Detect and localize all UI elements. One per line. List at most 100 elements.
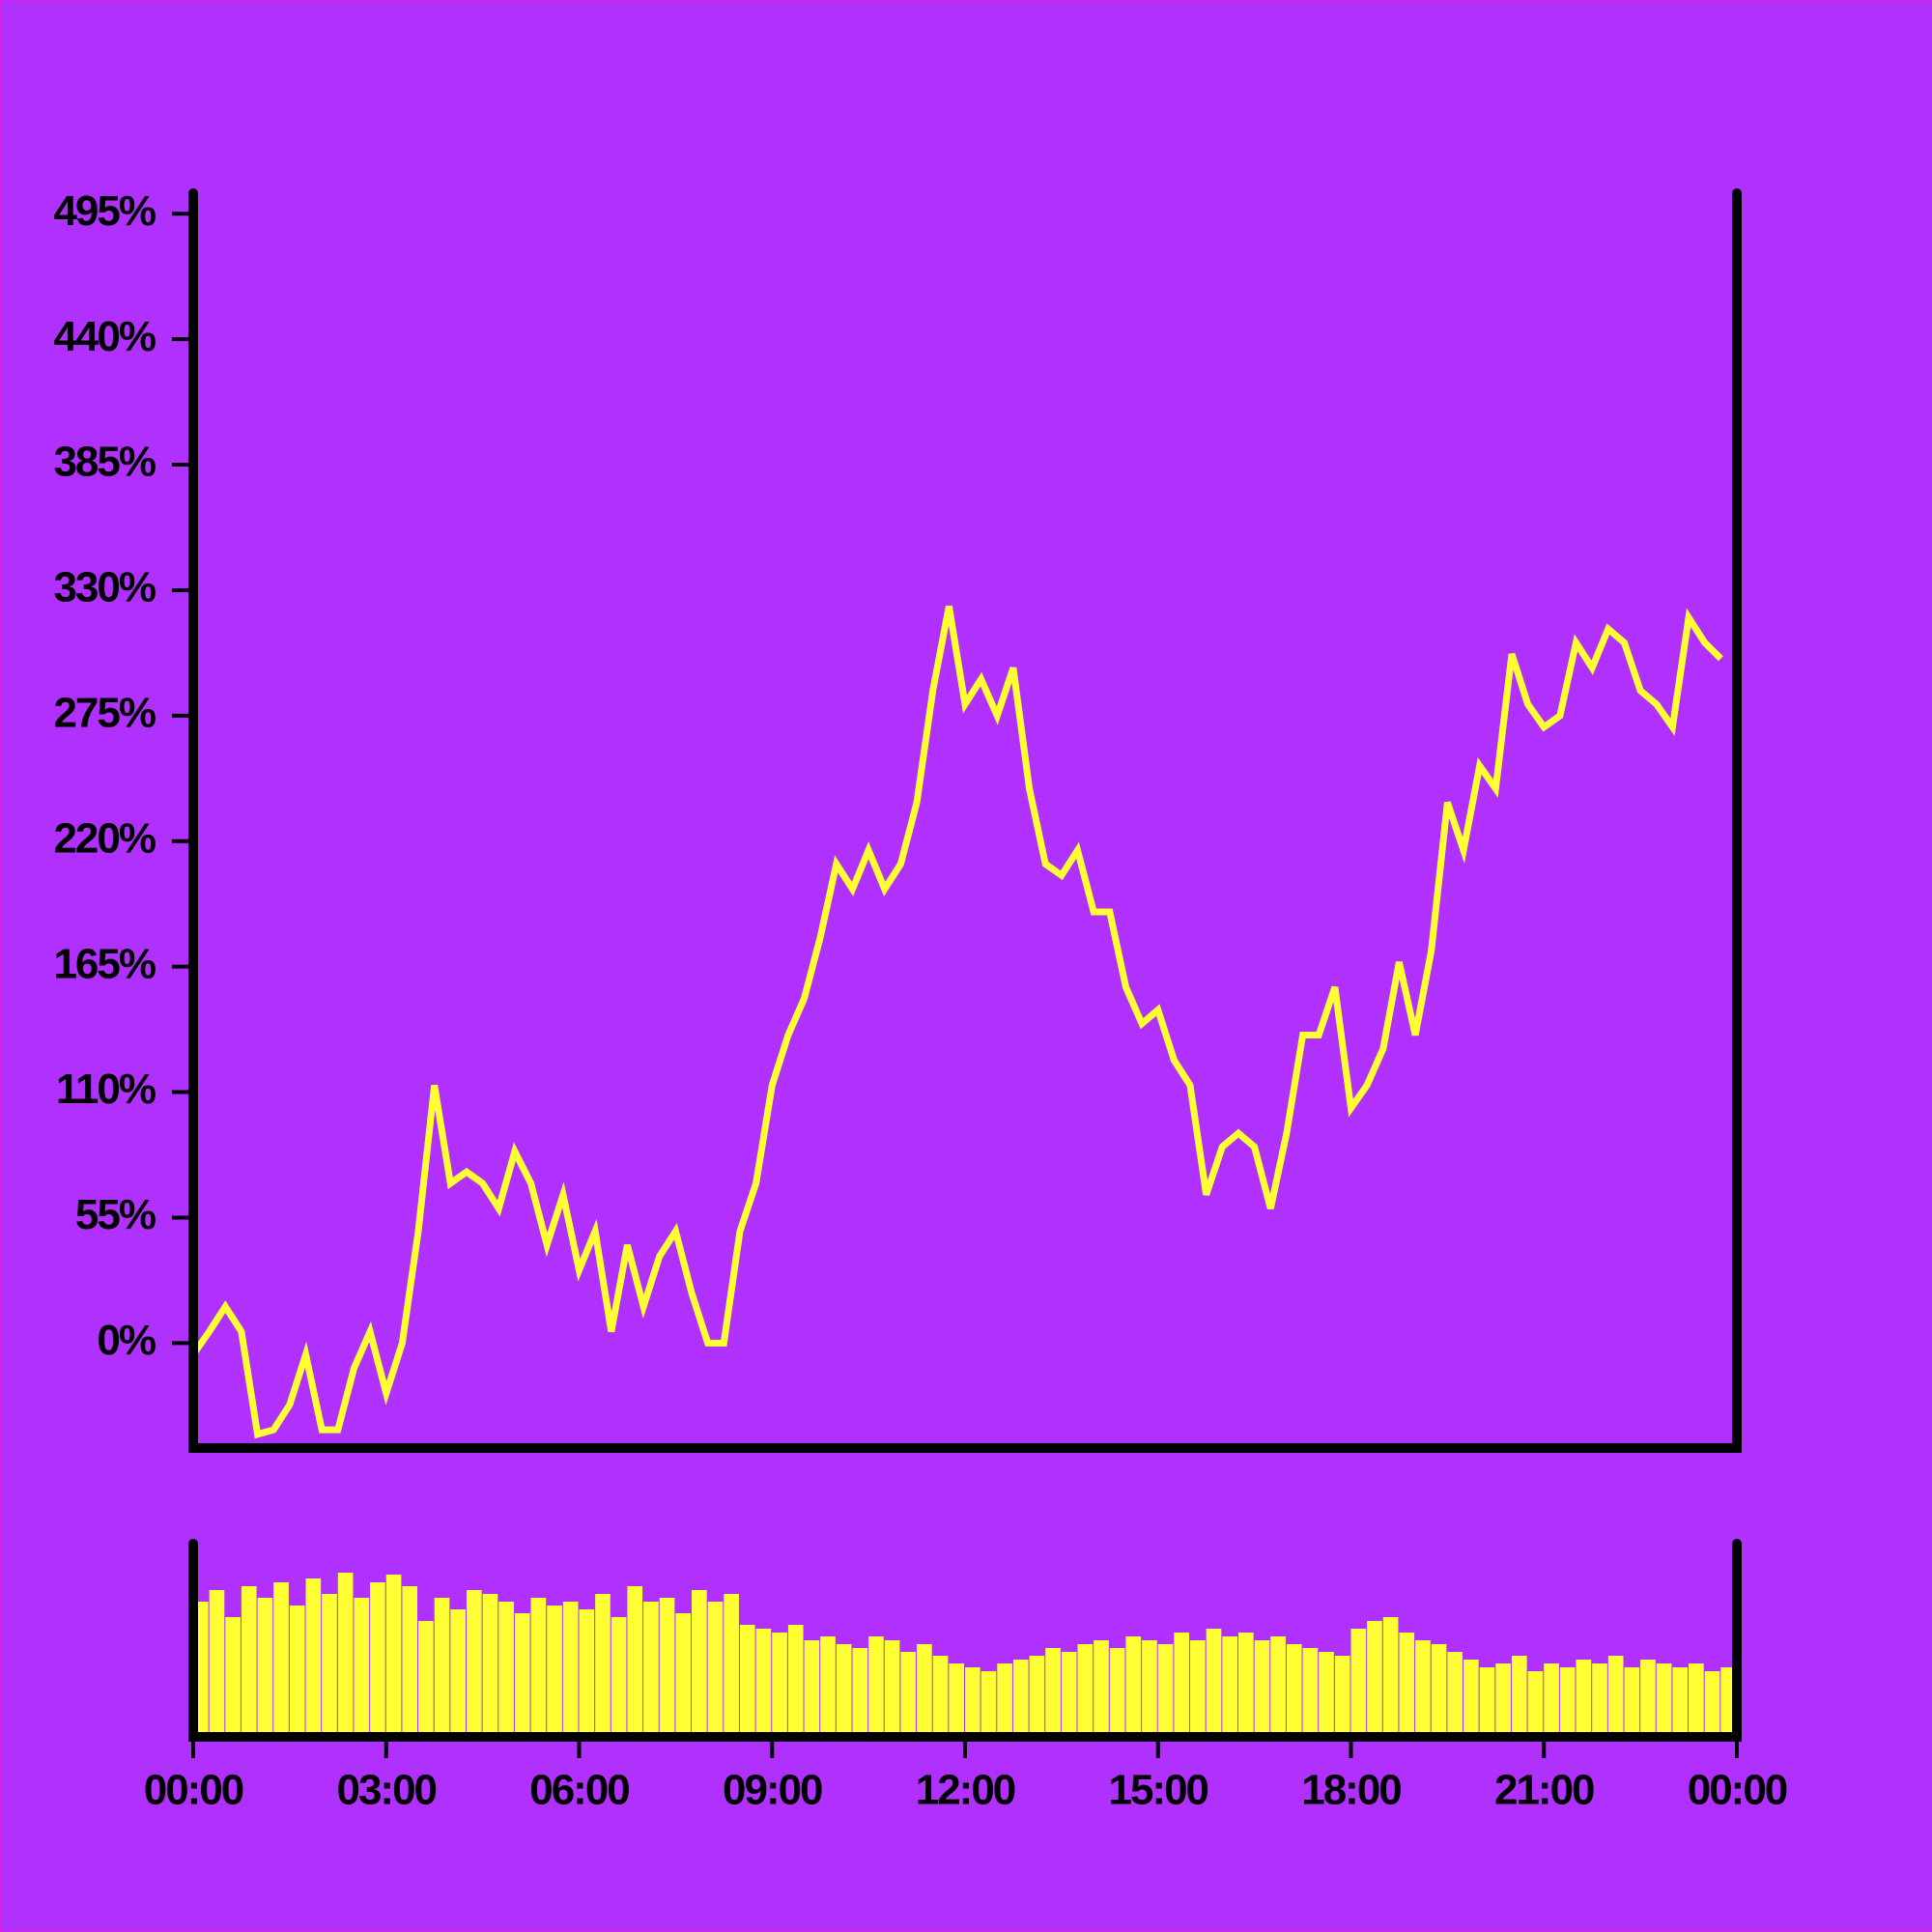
- volume-bar: [1157, 1644, 1174, 1737]
- volume-bar: [1382, 1617, 1399, 1737]
- volume-bar: [1624, 1667, 1640, 1737]
- volume-bar: [917, 1644, 932, 1737]
- volume-bar: [225, 1617, 241, 1737]
- volume-bar: [1640, 1660, 1656, 1737]
- volume-bar: [1222, 1636, 1237, 1737]
- x-tick-label: 03:00: [336, 1767, 436, 1814]
- y-tick-label: 55%: [75, 1191, 156, 1238]
- volume-bar: [1672, 1667, 1689, 1737]
- volume-bar: [1029, 1656, 1045, 1737]
- y-tick-label: 165%: [53, 940, 155, 987]
- volume-bar: [1479, 1667, 1495, 1737]
- volume-bar: [273, 1582, 289, 1737]
- volume-bar: [1254, 1640, 1270, 1737]
- volume-bar: [1689, 1663, 1704, 1737]
- volume-bar: [868, 1636, 884, 1737]
- volume-bar: [562, 1602, 579, 1737]
- volume-bar: [418, 1621, 434, 1737]
- volume-bar: [900, 1652, 917, 1737]
- x-tick-label: 00:00: [144, 1767, 243, 1814]
- y-tick-label: 275%: [53, 689, 155, 736]
- volume-bar: [772, 1633, 787, 1737]
- y-tick-label: 385%: [53, 439, 155, 486]
- volume-bar: [1367, 1621, 1382, 1737]
- volume-bar: [1704, 1671, 1720, 1737]
- volume-bar: [980, 1671, 997, 1737]
- y-tick-label: 440%: [53, 313, 155, 360]
- volume-bar: [659, 1598, 675, 1737]
- volume-bar: [450, 1609, 466, 1737]
- volume-bar: [241, 1586, 257, 1737]
- x-tick-label: 06:00: [529, 1767, 629, 1814]
- volume-bar: [305, 1578, 322, 1737]
- y-tick-label: 220%: [53, 814, 155, 862]
- volume-bar: [402, 1586, 418, 1737]
- volume-bar: [579, 1609, 595, 1737]
- y-tick-label: 330%: [53, 564, 155, 611]
- volume-bar: [322, 1594, 337, 1737]
- volume-bar: [884, 1640, 900, 1737]
- volume-bar: [595, 1594, 611, 1737]
- x-tick-label: 00:00: [1688, 1767, 1787, 1814]
- volume-bar: [1125, 1636, 1142, 1737]
- volume-bar: [755, 1629, 772, 1737]
- volume-bar: [1559, 1667, 1576, 1737]
- volume-bar: [949, 1663, 964, 1737]
- volume-bar: [1463, 1660, 1479, 1737]
- volume-bar: [1142, 1640, 1157, 1737]
- volume-bar: [1094, 1640, 1109, 1737]
- volume-bar: [997, 1663, 1012, 1737]
- volume-bar: [1576, 1660, 1592, 1737]
- volume-bar: [1174, 1633, 1190, 1737]
- price-line: [193, 605, 1723, 1439]
- volume-bar: [1302, 1648, 1319, 1737]
- y-tick-label: 0%: [97, 1317, 155, 1364]
- volume-bar: [1495, 1663, 1511, 1737]
- volume-bar: [1592, 1663, 1607, 1737]
- y-tick-label: 110%: [56, 1065, 156, 1113]
- volume-bar: [1527, 1671, 1544, 1737]
- volume-bar: [209, 1590, 225, 1737]
- volume-bar: [434, 1598, 450, 1737]
- volume-bar: [498, 1602, 514, 1737]
- volume-bar: [1286, 1644, 1302, 1737]
- volume-bar: [820, 1636, 836, 1737]
- volume-bar: [707, 1602, 724, 1737]
- volume-bar: [1656, 1663, 1672, 1737]
- volume-bar: [932, 1656, 949, 1737]
- volume-bar: [739, 1625, 755, 1737]
- volume-bar: [787, 1625, 804, 1737]
- volume-bar: [1012, 1660, 1029, 1737]
- volume-bar: [804, 1640, 820, 1737]
- volume-bar: [836, 1644, 852, 1737]
- axis-frame: [188, 1539, 1742, 1742]
- y-tick-label: 495%: [53, 187, 155, 235]
- volume-bar: [514, 1613, 530, 1737]
- volume-bar: [1045, 1648, 1061, 1737]
- axis-frame: [188, 188, 1742, 1453]
- volume-bar: [1109, 1648, 1125, 1737]
- volume-bar: [1415, 1640, 1431, 1737]
- volume-bar: [547, 1605, 562, 1737]
- volume-bar: [1399, 1633, 1415, 1737]
- volume-bar: [852, 1648, 868, 1737]
- x-tick-label: 15:00: [1108, 1767, 1208, 1814]
- x-tick-label: 12:00: [916, 1767, 1015, 1814]
- volume-bar: [1431, 1644, 1447, 1737]
- volume-bar: [1270, 1636, 1286, 1737]
- volume-bar: [370, 1582, 385, 1737]
- volume-bar: [965, 1667, 980, 1737]
- volume-bar: [1544, 1663, 1559, 1737]
- x-tick-label: 21:00: [1494, 1767, 1594, 1814]
- volume-bar: [1061, 1652, 1077, 1737]
- volume-bar: [675, 1613, 692, 1737]
- volume-bar: [627, 1586, 643, 1737]
- volume-bar: [1447, 1652, 1463, 1737]
- x-tick-label: 18:00: [1301, 1767, 1401, 1814]
- volume-bar: [1607, 1656, 1624, 1737]
- volume-bar: [530, 1598, 547, 1737]
- volume-bar: [1511, 1656, 1527, 1737]
- volume-bar: [1206, 1629, 1222, 1737]
